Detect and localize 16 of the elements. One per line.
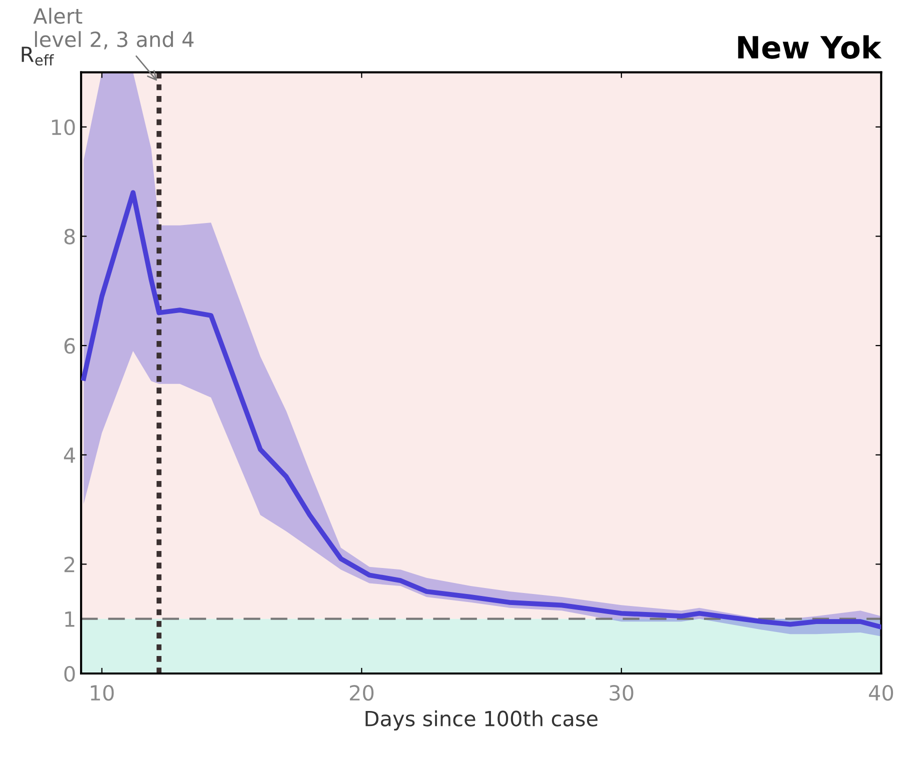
- x-tick-label: 10: [90, 684, 114, 701]
- x-tick-label: 40: [868, 684, 894, 701]
- y-tick-label: 1: [65, 612, 74, 627]
- y-tick-label: 4: [64, 448, 76, 463]
- x-axis-title: Days since 100th case: [366, 710, 598, 730]
- y-tick-label: 8: [64, 228, 75, 244]
- annotation: Alert level 2, 3 and 4: [33, 8, 194, 50]
- y-tick-label: 10: [52, 119, 75, 136]
- y-tick-label: 0: [64, 666, 75, 682]
- x-tick-label: 20: [350, 684, 374, 701]
- y-tick-label: 6: [64, 338, 75, 354]
- y-axis-title: R$_{eff}$: [22, 46, 54, 66]
- y-tick-label: 2: [64, 556, 74, 572]
- line-series: [81, 190, 882, 630]
- x-tick-label: 30: [610, 684, 634, 701]
- chart-title: New Yok: [738, 35, 882, 59]
